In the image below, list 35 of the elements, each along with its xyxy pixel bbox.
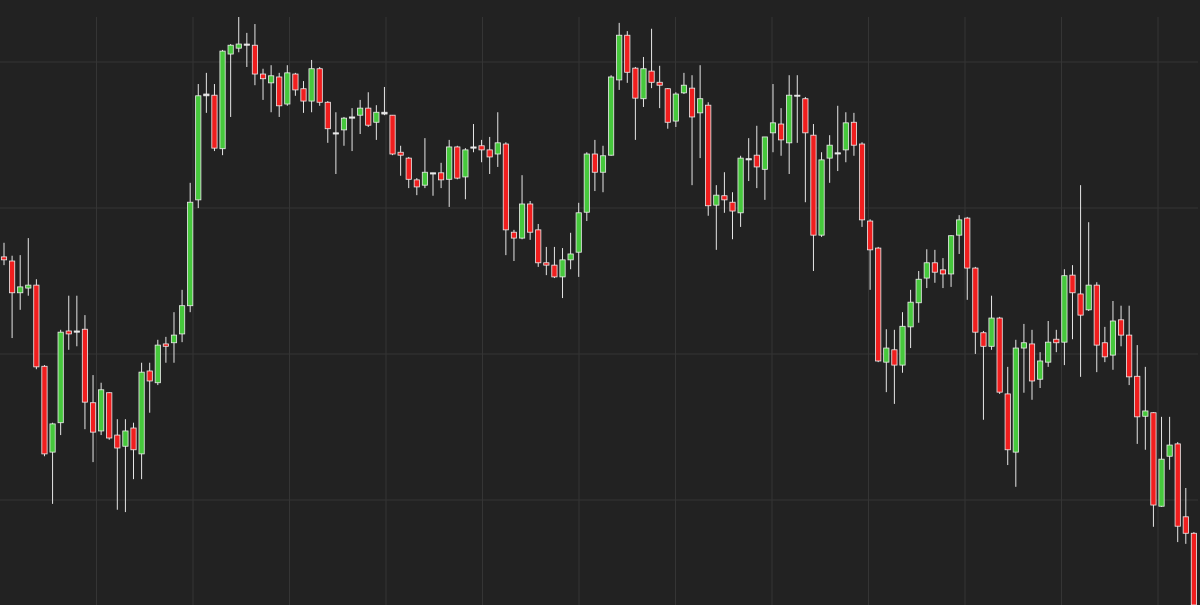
- candlestick: [923, 248, 930, 289]
- candlestick: [939, 257, 947, 289]
- candlestick: [510, 229, 517, 262]
- candlestick: [956, 214, 963, 255]
- candlestick: [697, 64, 704, 159]
- candlestick: [332, 111, 339, 175]
- candlestick: [17, 254, 24, 311]
- candlestick: [1182, 487, 1189, 545]
- candlestick: [1101, 326, 1108, 363]
- candlestick: [850, 112, 857, 157]
- candlestick: [268, 64, 275, 113]
- candlestick: [421, 137, 428, 189]
- candlestick: [1037, 351, 1044, 389]
- candlestick: [769, 83, 777, 153]
- candlestick: [0, 242, 8, 266]
- candlestick: [438, 162, 445, 189]
- candlestick: [170, 311, 178, 364]
- candlestick: [794, 74, 801, 144]
- candlestick: [1020, 323, 1027, 394]
- candlestick: [73, 295, 80, 347]
- candlestick: [243, 32, 250, 68]
- candlestick: [357, 99, 364, 135]
- candlestick: [429, 172, 437, 197]
- candlestick: [405, 156, 412, 189]
- candlestick: [162, 336, 169, 364]
- candlestick: [1118, 305, 1125, 347]
- candlestick: [778, 107, 785, 157]
- candlestick: [753, 125, 760, 189]
- candlestick: [349, 107, 356, 152]
- candlestick: [259, 68, 267, 101]
- candlestick: [591, 139, 598, 192]
- candlestick: [1045, 320, 1052, 368]
- candlestick: [340, 116, 348, 147]
- candlestick: [931, 249, 938, 284]
- candlestick: [599, 145, 607, 193]
